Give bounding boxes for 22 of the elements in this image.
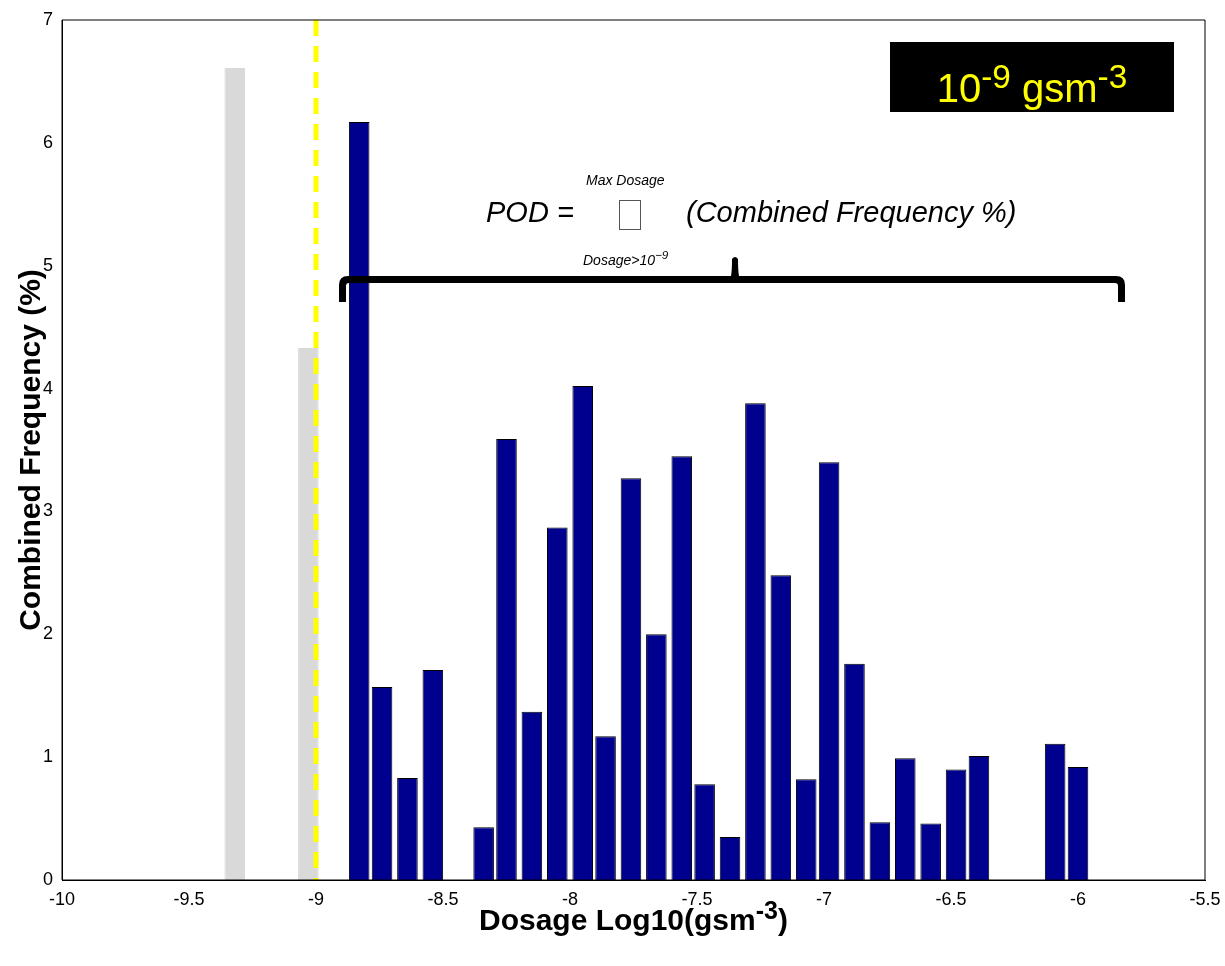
x-tick-label: -8.5 <box>427 888 459 909</box>
bar <box>224 67 246 880</box>
y-tick-label: 3 <box>42 500 53 521</box>
y-tick-label: 0 <box>42 868 53 889</box>
x-tick-label: -6.5 <box>935 888 967 909</box>
x-tick-label: -7 <box>815 888 833 909</box>
y-tick-label: 7 <box>42 8 53 29</box>
annotation: POD = <box>486 196 574 229</box>
annotation: Max Dosage <box>586 172 665 188</box>
x-tick-label: -9 <box>307 888 325 909</box>
y-tick-label: 6 <box>42 131 53 152</box>
annotation: 10$^{-9}$ gsm$^{-3}$ <box>890 42 1174 112</box>
y-tick-label: 2 <box>42 623 53 644</box>
annotation: Dosage>10$^{−9}$ <box>583 248 669 268</box>
x-tick-label: -10 <box>48 888 76 909</box>
x-tick-label: -6 <box>1069 888 1087 909</box>
annotation: (Combined Frequency %) <box>686 196 1017 229</box>
x-tick-label: -8 <box>561 888 579 909</box>
y-tick-label: 1 <box>42 746 53 767</box>
x-tick-label: -7.5 <box>681 888 713 909</box>
x-tick-label: -9.5 <box>173 888 205 909</box>
x-tick-label: -5.5 <box>1189 888 1221 909</box>
